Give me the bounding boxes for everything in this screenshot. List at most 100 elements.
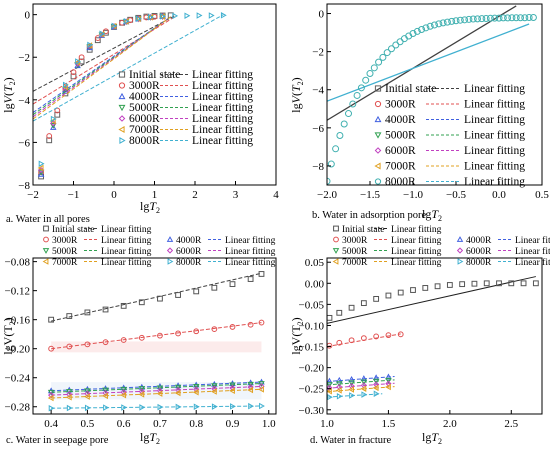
legend-label: 6000R (385, 145, 416, 157)
data-point (94, 37, 101, 44)
legend-marker (43, 225, 49, 232)
legend-label: 5000R (385, 130, 416, 142)
fit-line (327, 375, 395, 383)
legend-label: 4000R (466, 236, 492, 246)
data-point (175, 330, 181, 337)
data-point (259, 402, 265, 410)
x-tick-label: 1.5 (382, 418, 396, 430)
data-point (512, 14, 520, 22)
y-tick-label: −2 (312, 47, 324, 59)
data-point (385, 292, 392, 299)
data-point (360, 300, 367, 307)
legend-label: 7000R (342, 258, 368, 268)
data-point (396, 38, 404, 46)
data-point (456, 16, 464, 24)
data-point (529, 14, 537, 22)
x-tick-label: 0.9 (226, 418, 240, 430)
data-point (520, 280, 527, 287)
data-point (532, 280, 539, 287)
legend-fit-label: Linear fitting (391, 246, 442, 257)
data-point (120, 337, 127, 343)
data-point (123, 17, 130, 25)
data-point (508, 280, 515, 287)
plot-area (327, 276, 539, 401)
legend-fit-label: Linear fitting (192, 80, 253, 92)
series-7 (48, 402, 265, 412)
series-1 (327, 5, 517, 121)
fit-line (327, 386, 395, 393)
data-point (474, 15, 481, 23)
data-point (138, 386, 146, 393)
data-point (50, 115, 57, 123)
data-point (46, 137, 53, 144)
fit-line (51, 272, 262, 322)
panel-caption: a. Water in all pores (6, 214, 90, 225)
data-point (120, 302, 127, 309)
data-point (78, 54, 85, 61)
data-point (37, 164, 44, 172)
data-point (174, 389, 181, 397)
data-point (48, 404, 55, 412)
data-point (439, 19, 447, 27)
data-point (327, 177, 331, 185)
legend: Initial state Linear fitting 3000R Linear f… (332, 224, 550, 268)
data-point (349, 392, 356, 399)
data-point (230, 403, 236, 410)
data-point (349, 100, 357, 108)
fit-line (51, 383, 262, 393)
data-point (157, 332, 163, 339)
data-point (47, 394, 54, 402)
y-axis-label: lgV(T2) (1, 317, 17, 354)
x-tick-label: 3 (233, 189, 239, 201)
data-point (193, 328, 200, 335)
chart-panel-4: 1.0 1.5 2.0 2.5 −0.30 −0.25 −0.20 −0.15 −0.10 −0.… (289, 224, 550, 446)
y-tick-label: −2 (18, 52, 30, 64)
data-point (102, 392, 108, 400)
data-point (446, 282, 453, 288)
legend-label: 8000R (385, 176, 416, 188)
data-point (135, 15, 142, 22)
legend-marker (374, 85, 382, 92)
data-point (247, 386, 254, 394)
data-point (495, 14, 503, 22)
data-point (70, 69, 77, 76)
data-point (156, 385, 164, 392)
data-point (102, 387, 109, 394)
data-point (327, 382, 333, 388)
data-point (422, 285, 429, 291)
data-point (48, 345, 55, 352)
data-point (360, 335, 367, 342)
data-point (87, 41, 94, 49)
fit-line (33, 16, 171, 120)
axis-frame (326, 257, 543, 415)
fit-line (51, 322, 262, 350)
data-point (258, 386, 264, 393)
data-point (345, 110, 352, 118)
x-tick-label: 1.0 (262, 418, 276, 430)
data-point (361, 391, 368, 398)
data-point (66, 404, 73, 412)
legend-marker (333, 225, 339, 232)
data-point (422, 24, 430, 32)
data-point (388, 45, 395, 53)
legend-fit-label: Linear fitting (515, 246, 550, 257)
data-point (370, 64, 378, 72)
y-tick-label: −0.15 (299, 342, 325, 354)
data-point (373, 295, 380, 302)
legend-label: 3000R (129, 80, 160, 92)
data-point (229, 387, 235, 395)
legend-label: 3000R (385, 99, 416, 111)
data-point (385, 332, 392, 339)
legend-marker (42, 248, 50, 254)
legend-label: 4000R (385, 114, 416, 126)
data-point (379, 53, 387, 61)
y-tick-label: 0.05 (305, 257, 325, 269)
legend-marker (166, 236, 174, 242)
panel-caption: c. Water in seepage pore (6, 435, 109, 446)
legend-marker (118, 82, 126, 89)
fit-line (51, 385, 262, 396)
legend-marker (42, 258, 49, 265)
y-tick-label: −4 (312, 85, 324, 97)
data-point (372, 384, 379, 392)
fit-line (33, 15, 175, 92)
